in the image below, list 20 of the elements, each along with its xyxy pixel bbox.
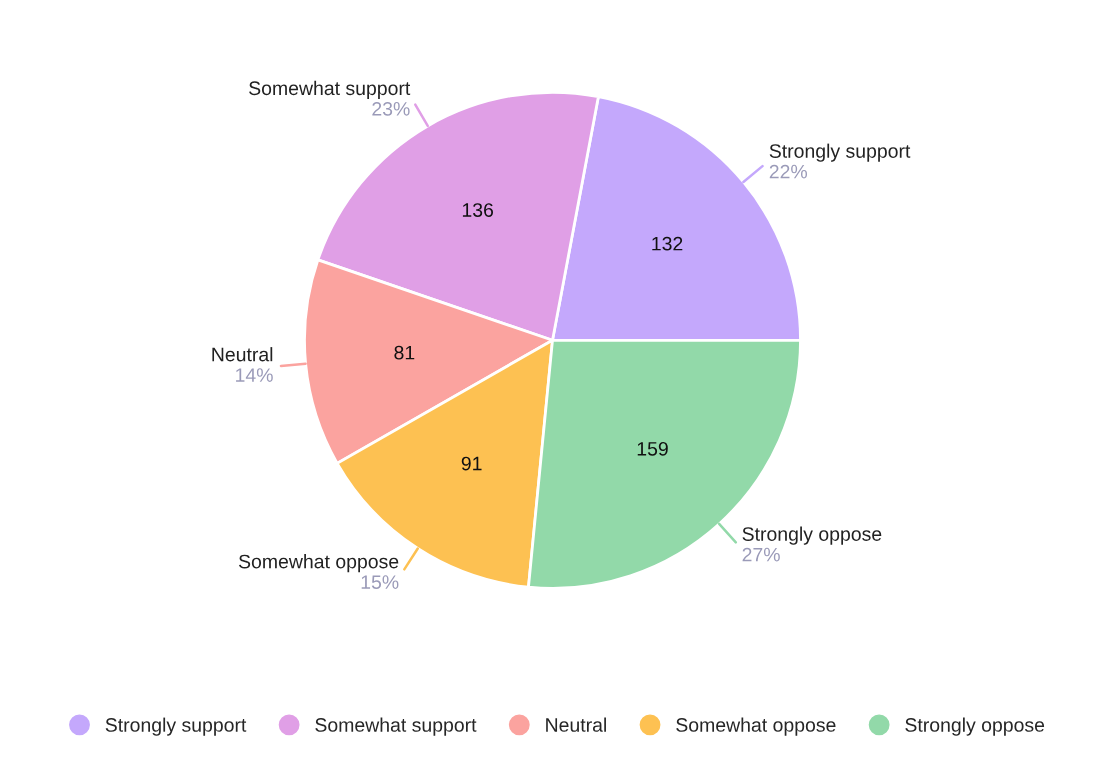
data-label: 81: [394, 345, 415, 360]
data-label: 159: [637, 441, 668, 456]
legend-label: Somewhat support: [315, 717, 477, 736]
data-label: 136: [462, 203, 494, 217]
text: 23%: [372, 101, 410, 116]
legend-label: Somewhat oppose: [676, 717, 836, 736]
legend-label: Strongly support: [105, 717, 247, 736]
slice-label: Neutral: [212, 347, 273, 362]
legend-label: Strongly oppose: [905, 717, 1045, 736]
text: 14%: [236, 368, 273, 382]
slice-label: Strongly oppose: [742, 526, 882, 545]
slice-label: Somewhat support: [249, 80, 411, 99]
slice-label: Strongly support: [769, 143, 911, 162]
text: 27%: [742, 547, 780, 562]
legend-label: Neutral: [546, 717, 606, 732]
data-label: 91: [461, 456, 482, 471]
text: 22%: [769, 164, 808, 179]
text: 15%: [361, 575, 399, 589]
data-label: 132: [652, 236, 683, 251]
slice-label: Somewhat oppose: [238, 554, 399, 573]
